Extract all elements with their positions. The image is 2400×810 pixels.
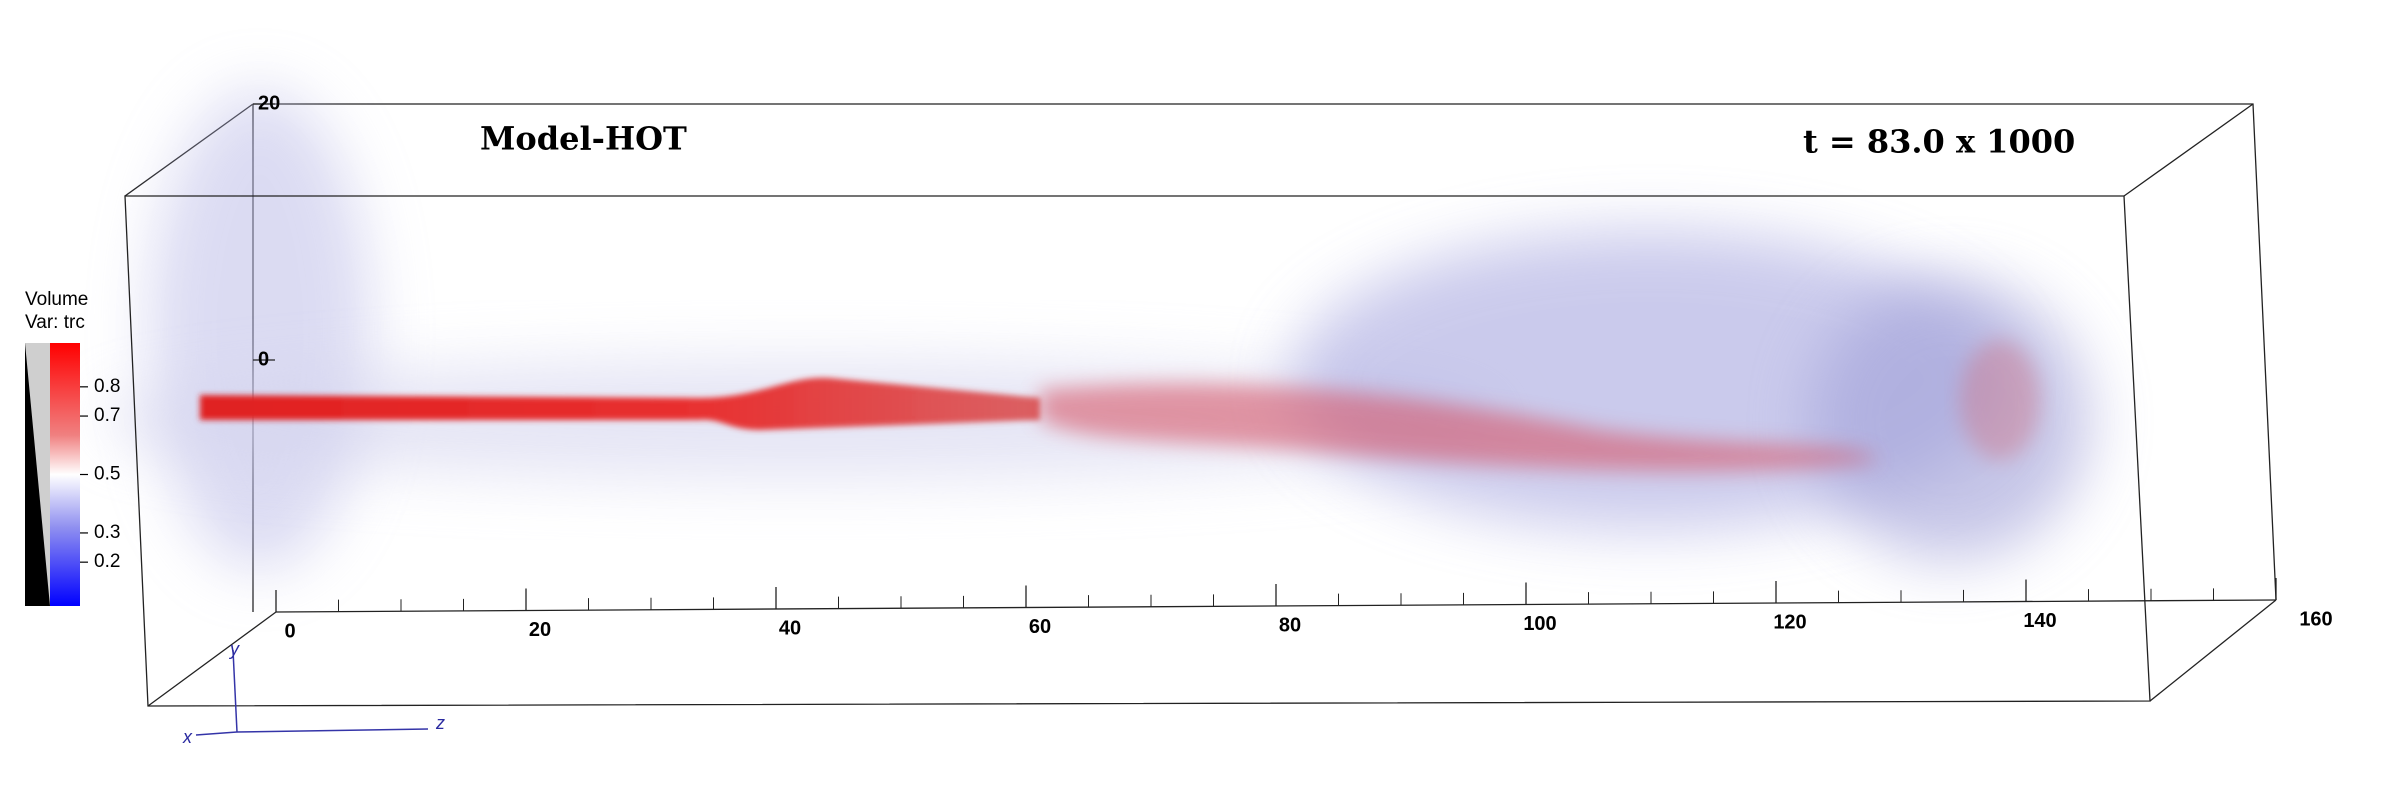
title: Model-HOT	[480, 120, 687, 158]
z-tick-label: 160	[2299, 608, 2332, 630]
z-tick-label: 120	[1773, 611, 1806, 633]
time-label: t = 83.0 x 1000	[1803, 123, 2075, 161]
legend-tick-label: 0.3	[94, 522, 120, 543]
legend-title: Volume	[25, 289, 88, 310]
opacity-ramp	[25, 343, 50, 606]
y-tick-label: 0	[258, 348, 269, 370]
axis-triad	[195, 649, 429, 736]
triad-y: y	[228, 639, 240, 659]
triad-x: x	[182, 727, 193, 747]
legend: Volume Var: trc	[25, 289, 88, 606]
z-tick-label: 40	[779, 617, 801, 639]
color-bar	[50, 343, 80, 606]
z-tick-label: 0	[284, 620, 295, 642]
z-tick-label: 20	[529, 619, 551, 641]
z-tick-label: 80	[1279, 614, 1301, 636]
legend-tick-label: 0.8	[94, 376, 120, 397]
legend-variable: Var: trc	[25, 312, 85, 333]
y-axis: 20 0	[253, 92, 280, 370]
legend-tick-label: 0.7	[94, 405, 120, 426]
y-tick-label: 20	[258, 92, 280, 114]
z-tick-label: 100	[1523, 613, 1556, 635]
z-tick-label: 60	[1029, 616, 1051, 638]
z-tick-label: 140	[2023, 610, 2056, 632]
z-axis: 0 20 40 60 80 100 120 140 160	[275, 578, 2333, 642]
triad-z: z	[435, 713, 445, 733]
legend-ticks: 0.8 0.7 0.5 0.3 0.2	[80, 376, 120, 572]
legend-tick-label: 0.2	[94, 551, 120, 572]
legend-tick-label: 0.5	[94, 464, 120, 485]
volume-render	[100, 90, 2090, 570]
